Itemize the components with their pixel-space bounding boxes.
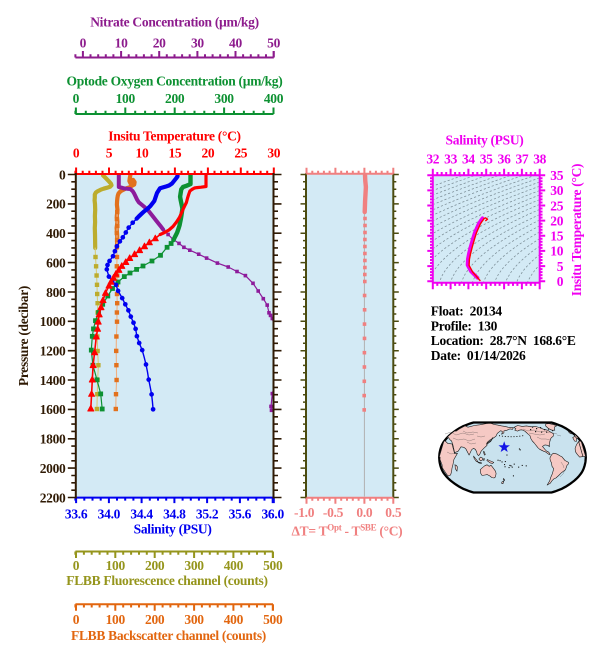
svg-text:0: 0	[59, 167, 66, 182]
svg-text:200: 200	[145, 558, 165, 573]
svg-text:ΔT= TOpt - TSBE (°C): ΔT= TOpt - TSBE (°C)	[292, 522, 403, 538]
svg-text:20: 20	[550, 213, 563, 228]
svg-text:500: 500	[263, 558, 283, 573]
svg-text:FLBB Fluorescence channel (cou: FLBB Fluorescence channel (counts)	[66, 573, 267, 588]
svg-text:25: 25	[234, 146, 247, 161]
svg-text:5: 5	[557, 259, 564, 274]
svg-text:15: 15	[168, 146, 181, 161]
svg-text:10: 10	[136, 146, 149, 161]
svg-text:100: 100	[106, 612, 126, 627]
svg-text:34.0: 34.0	[98, 507, 121, 522]
svg-text:300: 300	[214, 91, 234, 106]
svg-text:25: 25	[550, 198, 563, 213]
svg-text:37: 37	[515, 152, 528, 167]
svg-text:200: 200	[145, 612, 165, 627]
svg-text:40: 40	[229, 36, 242, 51]
svg-text:15: 15	[550, 229, 563, 244]
svg-text:Profile: 130: Profile: 130	[431, 318, 498, 333]
svg-text:1200: 1200	[40, 344, 66, 359]
svg-text:500: 500	[263, 612, 283, 627]
svg-text:34.8: 34.8	[163, 507, 186, 522]
svg-text:34: 34	[462, 152, 475, 167]
svg-text:10: 10	[550, 244, 563, 259]
svg-text:400: 400	[224, 612, 244, 627]
svg-text:0.5: 0.5	[385, 505, 402, 520]
svg-text:50: 50	[267, 36, 280, 51]
svg-text:0: 0	[73, 146, 80, 161]
svg-text:35: 35	[480, 152, 493, 167]
svg-text:400: 400	[46, 226, 66, 241]
svg-text:30: 30	[267, 146, 280, 161]
svg-text:Insitu Temperature (°C): Insitu Temperature (°C)	[569, 164, 584, 297]
svg-text:Nitrate Concentration (µm/kg): Nitrate Concentration (µm/kg)	[90, 15, 259, 30]
svg-text:36: 36	[498, 152, 511, 167]
svg-text:-1.0: -1.0	[294, 505, 315, 520]
svg-text:32: 32	[426, 152, 439, 167]
svg-text:20: 20	[201, 146, 214, 161]
svg-text:0: 0	[73, 612, 80, 627]
svg-text:35: 35	[550, 168, 563, 183]
svg-text:35.6: 35.6	[229, 507, 252, 522]
svg-text:Insitu Temperature (°C): Insitu Temperature (°C)	[108, 129, 241, 144]
svg-text:Pressure (decibar): Pressure (decibar)	[16, 286, 31, 386]
svg-text:800: 800	[46, 285, 66, 300]
svg-text:35.2: 35.2	[196, 507, 219, 522]
svg-text:33.6: 33.6	[65, 507, 88, 522]
svg-text:0: 0	[80, 36, 87, 51]
svg-text:34.4: 34.4	[130, 507, 153, 522]
svg-text:100: 100	[116, 91, 136, 106]
svg-text:5: 5	[106, 146, 113, 161]
svg-text:200: 200	[46, 197, 66, 212]
svg-text:10: 10	[115, 36, 128, 51]
svg-text:0: 0	[73, 558, 80, 573]
svg-text:1600: 1600	[40, 402, 66, 417]
svg-text:200: 200	[165, 91, 185, 106]
svg-text:1400: 1400	[40, 373, 66, 388]
svg-text:0: 0	[557, 274, 564, 289]
svg-text:36.0: 36.0	[261, 507, 284, 522]
svg-text:0.0: 0.0	[356, 505, 373, 520]
svg-text:1800: 1800	[40, 432, 66, 447]
svg-text:30: 30	[550, 183, 563, 198]
svg-text:Date: 01/14/2026: Date: 01/14/2026	[431, 348, 526, 363]
svg-text:300: 300	[184, 612, 204, 627]
svg-text:Salinity (PSU): Salinity (PSU)	[134, 522, 212, 537]
svg-text:600: 600	[46, 255, 66, 270]
svg-text:Salinity (PSU): Salinity (PSU)	[446, 132, 524, 147]
svg-text:2200: 2200	[40, 490, 66, 505]
svg-text:100: 100	[106, 558, 126, 573]
svg-text:20: 20	[153, 36, 166, 51]
svg-text:Optode Oxygen Concentration (µ: Optode Oxygen Concentration (µm/kg)	[67, 73, 283, 88]
svg-text:Location: 28.7°N 168.6°E: Location: 28.7°N 168.6°E	[431, 333, 576, 348]
svg-text:400: 400	[264, 91, 284, 106]
svg-text:38: 38	[533, 152, 546, 167]
svg-text:Float: 20134: Float: 20134	[431, 304, 503, 319]
svg-text:1000: 1000	[40, 314, 66, 329]
svg-text:0: 0	[73, 91, 80, 106]
svg-text:300: 300	[184, 558, 204, 573]
svg-text:30: 30	[191, 36, 204, 51]
svg-text:FLBB Backscatter channel (coun: FLBB Backscatter channel (counts)	[71, 628, 266, 643]
svg-text:-0.5: -0.5	[323, 505, 344, 520]
svg-text:2000: 2000	[40, 461, 66, 476]
svg-text:33: 33	[444, 152, 457, 167]
svg-text:400: 400	[224, 558, 244, 573]
